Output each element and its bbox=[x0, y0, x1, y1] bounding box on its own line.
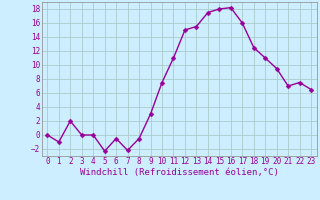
X-axis label: Windchill (Refroidissement éolien,°C): Windchill (Refroidissement éolien,°C) bbox=[80, 168, 279, 177]
